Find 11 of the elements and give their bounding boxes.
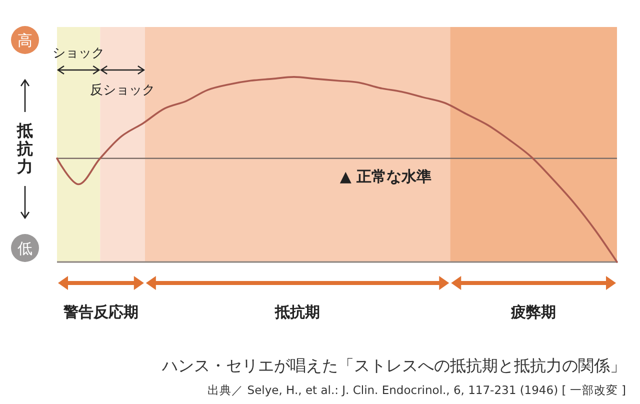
text: 警告反応期 <box>62 303 138 321</box>
annotation: 反ショック <box>90 83 156 98</box>
text: 高 <box>18 32 32 50</box>
text: 低 <box>18 240 32 258</box>
text: 疲弊期 <box>510 303 556 321</box>
text: 抵抗期 <box>274 303 320 321</box>
text: ハンス・セリエが唱えた「ストレスへの抵抗期と抵抗力の関係」 <box>161 356 626 375</box>
source-note: 出典／ Selye, H., et al.: J. Clin. Endocrinol., 6, 117-231 (1946) [ 一部改変 ] <box>208 383 626 397</box>
text: ショック <box>52 46 105 61</box>
y-axis-title: 抵抗力 <box>16 121 33 176</box>
ref-line-label: ▲ 正常な水準 <box>340 167 432 186</box>
